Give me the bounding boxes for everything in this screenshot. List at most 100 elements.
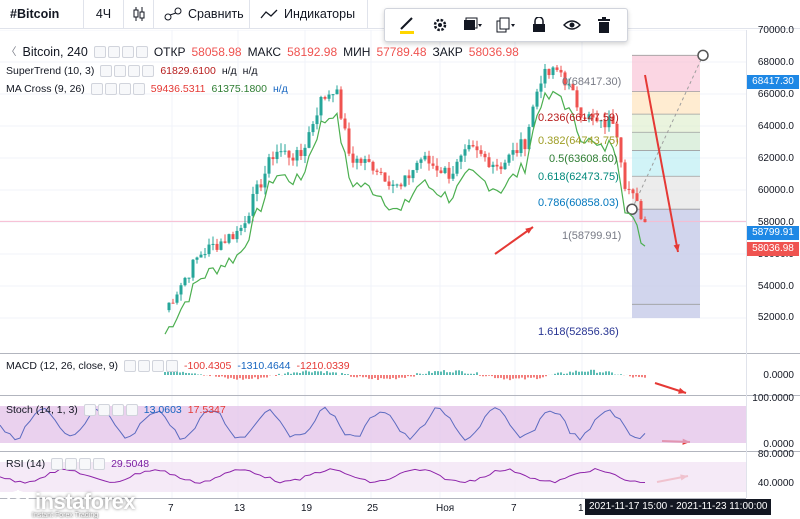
rsi-legend[interactable]: RSI (14) 29.5048 <box>6 458 149 470</box>
macd-label: MACD (12, 26, close, 9) <box>6 360 119 372</box>
compare-button[interactable]: Сравнить <box>154 0 250 29</box>
price-tick: 70000.0 <box>757 25 794 36</box>
main-legend: 〈 Bitcoin, 240 ОТКР 58058.98 МАКС 58192.… <box>6 44 519 59</box>
candle-body <box>303 147 307 156</box>
macd-histogram-value: -100.4305 <box>184 360 232 372</box>
pane-separator[interactable] <box>0 395 800 396</box>
candle-body <box>595 117 599 122</box>
indicator-buttons[interactable] <box>100 65 155 77</box>
layers-icon <box>463 17 483 33</box>
line-color-button[interactable] <box>394 12 420 38</box>
price-axis[interactable]: 70000.0 68000.0 66000.0 64000.0 62000.0 … <box>746 25 800 498</box>
candle-body <box>267 157 271 174</box>
candle-body <box>415 162 419 171</box>
candle-body <box>627 188 631 190</box>
fib-zone <box>632 91 700 115</box>
candle-body <box>419 159 423 163</box>
indicators-icon <box>260 8 278 20</box>
rsi-value: 29.5048 <box>111 458 150 470</box>
collapse-icon[interactable]: 〈 <box>6 46 17 58</box>
candle-body <box>279 151 283 153</box>
time-axis[interactable]: 7 13 19 25 Ноя 7 1 <box>0 498 746 519</box>
settings-button[interactable] <box>427 12 453 38</box>
time-tick: 1 <box>578 503 584 514</box>
candle-body <box>555 67 559 70</box>
candle-body <box>507 154 511 163</box>
clone-icon <box>496 17 516 33</box>
na-value: н/д <box>242 65 258 77</box>
symbol-search[interactable]: #Bitcoin <box>0 0 84 29</box>
candle-body <box>179 285 183 295</box>
candle-body <box>259 184 263 188</box>
stoch-legend[interactable]: Stoch (14, 1, 3) 13.0603 17.5347 <box>6 404 226 416</box>
candle-body <box>243 223 247 228</box>
price-tick: 68000.0 <box>757 57 794 68</box>
indicator-buttons[interactable] <box>124 360 179 372</box>
candle-body <box>619 137 623 163</box>
chart-type-button[interactable] <box>124 0 154 29</box>
interval-selector[interactable]: 4Ч <box>84 0 124 29</box>
candle-body <box>347 128 351 154</box>
low-label: МИН <box>343 44 371 59</box>
candle-body <box>327 94 331 99</box>
candle-body <box>539 83 543 92</box>
price-tick: 58000.0 <box>757 217 794 228</box>
candle-body <box>199 254 203 258</box>
macross-legend[interactable]: MA Cross (9, 26) 59436.5311 61375.1800 н… <box>6 83 288 95</box>
rsi-line <box>0 467 646 484</box>
candle-body <box>175 294 179 303</box>
delete-button[interactable] <box>591 12 617 38</box>
pane-separator[interactable] <box>0 353 800 354</box>
indicator-buttons[interactable] <box>51 458 106 470</box>
candle-body <box>291 157 295 161</box>
lock-button[interactable] <box>526 12 552 38</box>
rsi-tick: 40.0000 <box>757 478 794 489</box>
pencil-icon <box>398 16 416 34</box>
candle-body <box>251 193 255 216</box>
indicator-buttons[interactable] <box>90 83 145 95</box>
candle-body <box>471 145 475 147</box>
visibility-button[interactable] <box>559 12 585 38</box>
time-tick: 13 <box>234 503 246 514</box>
candle-body <box>611 116 615 124</box>
fib-label-1: 1(58799.91) <box>562 230 622 242</box>
annotation-arrow-head <box>673 244 680 252</box>
macd-tick: 0.0000 <box>763 370 794 381</box>
macross-slow-value: 61375.1800 <box>211 83 267 95</box>
candle-body <box>479 150 483 154</box>
macd-legend[interactable]: MACD (12, 26, close, 9) -100.4305 -1310.… <box>6 360 350 372</box>
candle-body <box>187 277 191 279</box>
candle-body <box>623 162 627 189</box>
candle-body <box>499 166 503 170</box>
candle-body <box>443 167 447 173</box>
candle-body <box>475 146 479 151</box>
candle-body <box>283 150 287 152</box>
candle-body <box>171 302 175 304</box>
fib-bottom-price-tag: 58799.91 <box>747 226 799 240</box>
fib-anchor-handle <box>697 49 709 62</box>
open-label: ОТКР <box>153 44 186 59</box>
candle-body <box>635 193 639 202</box>
candle-body <box>379 171 383 173</box>
candle-body <box>307 132 311 148</box>
candle-body <box>547 68 551 76</box>
visual-order-button[interactable] <box>460 12 486 38</box>
candle-body <box>631 189 635 194</box>
candle-body <box>467 145 471 150</box>
price-chart[interactable] <box>0 30 746 498</box>
candle-body <box>311 124 315 133</box>
time-tick: 25 <box>367 503 379 514</box>
candle-body <box>223 241 227 243</box>
clone-button[interactable] <box>493 12 519 38</box>
pane-separator[interactable] <box>0 451 800 452</box>
supertrend-legend[interactable]: SuperTrend (10, 3) 61829.6100 н/д н/д <box>6 65 258 77</box>
candle-body <box>375 170 379 172</box>
indicators-button[interactable]: Индикаторы <box>250 0 368 29</box>
fib-zone <box>632 114 700 133</box>
series-buttons[interactable] <box>93 45 148 58</box>
candle-body <box>439 170 443 173</box>
time-tick: 19 <box>301 503 313 514</box>
candle-body <box>295 150 299 161</box>
indicator-buttons[interactable] <box>83 404 138 416</box>
annotation-arrow <box>644 74 679 253</box>
